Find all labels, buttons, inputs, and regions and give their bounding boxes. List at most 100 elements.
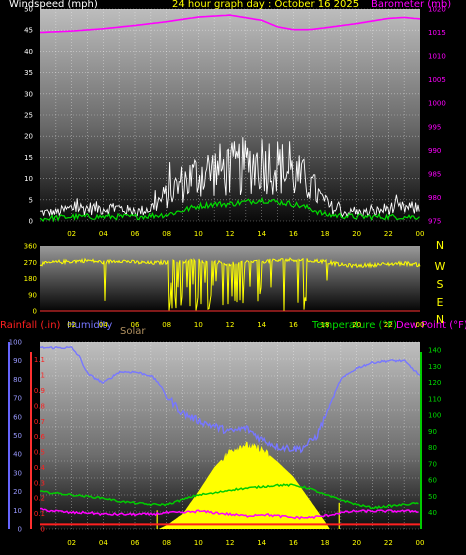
wind-y-tick-label: 35 [24, 69, 33, 77]
wind-y-tick-label: 10 [24, 175, 33, 183]
direction-x-tick-label: 20 [352, 321, 361, 329]
climate-x-tick-label: 10 [194, 539, 203, 547]
direction-x-tick-label: 02 [67, 321, 76, 329]
wind-x-tick-label: 18 [321, 230, 330, 238]
wind-x-tick-label: 06 [131, 230, 140, 238]
wind-x-tick-label: 12 [226, 230, 235, 238]
temperature-y-tick-label: 110 [428, 395, 441, 403]
humidity-series-line [39, 345, 421, 454]
wind-x-tick-label: 00 [416, 230, 425, 238]
barometer-y-tick-label: 1000 [428, 100, 446, 108]
climate-x-tick-label: 00 [416, 539, 425, 547]
direction-x-tick-label: 10 [194, 321, 203, 329]
compass-label: N [436, 313, 444, 326]
wind-x-tick-label: 20 [352, 230, 361, 238]
compass-label: S [437, 278, 444, 291]
direction-series-line [39, 257, 421, 311]
direction-x-tick-label: 06 [131, 321, 140, 329]
barometer-y-tick-label: 1010 [428, 53, 446, 61]
wind-x-tick-label: 22 [384, 230, 393, 238]
climate-x-tick-label: 02 [67, 539, 76, 547]
temperature-y-tick-label: 80 [428, 444, 437, 452]
wind-x-tick-label: 14 [257, 230, 266, 238]
climate-x-tick-label: 20 [352, 539, 361, 547]
wind-y-tick-label: 0 [29, 218, 33, 226]
direction-x-tick-label: 08 [162, 321, 171, 329]
wind-average-series-line [39, 196, 420, 223]
direction-y-tick-label: 90 [28, 291, 37, 299]
compass-label: N [436, 239, 444, 252]
wind-y-tick-label: 45 [24, 27, 33, 35]
humidity-y-tick-label: 0 [18, 526, 22, 534]
rain-y-tick-label: 0.2 [34, 495, 45, 503]
chart-title: 24 hour graph day : October 16 2025 [172, 0, 360, 10]
rain-y-tick-label: 0.3 [34, 479, 45, 487]
windspeed-series-line [39, 137, 420, 218]
windspeed-label: Windspeed (mph) [9, 0, 98, 10]
temperature-y-tick-label: 50 [428, 493, 437, 501]
barometer-y-tick-label: 1020 [428, 6, 446, 14]
barometer-y-tick-label: 975 [428, 218, 441, 226]
rain-y-tick-label: 1.1 [34, 356, 45, 364]
wind-x-tick-label: 16 [289, 230, 298, 238]
climate-x-tick-label: 04 [99, 539, 108, 547]
dewpoint-series-line [39, 507, 419, 520]
climate-x-tick-label: 12 [226, 539, 235, 547]
rain-y-tick-label: 0.9 [34, 387, 45, 395]
compass-label: E [437, 296, 444, 309]
barometer-y-tick-label: 980 [428, 194, 441, 202]
humidity-y-tick-label: 80 [13, 376, 22, 384]
wind-y-tick-label: 25 [24, 112, 33, 120]
climate-x-tick-label: 16 [289, 539, 298, 547]
wind-y-tick-label: 50 [24, 6, 33, 14]
humidity-y-tick-label: 60 [13, 413, 22, 421]
direction-x-tick-label: 18 [321, 321, 330, 329]
humidity-y-tick-label: 20 [13, 488, 22, 496]
temperature-y-tick-label: 100 [428, 412, 441, 420]
wind-y-tick-label: 40 [24, 48, 33, 56]
temperature-series-line [39, 483, 419, 510]
temperature-y-tick-label: 40 [428, 509, 437, 517]
wind-y-tick-label: 5 [29, 196, 33, 204]
climate-x-tick-label: 08 [162, 539, 171, 547]
direction-x-tick-label: 16 [289, 321, 298, 329]
barometer-series-line [39, 14, 421, 34]
barometer-y-tick-label: 995 [428, 123, 441, 131]
wind-x-tick-label: 08 [162, 230, 171, 238]
rain-y-tick-label: 0.6 [34, 433, 46, 441]
rain-y-tick-label: 0 [41, 526, 45, 534]
temperature-y-tick-label: 70 [428, 460, 437, 468]
direction-x-tick-label: 00 [416, 321, 425, 329]
temperature-y-tick-label: 140 [428, 347, 441, 355]
climate-x-tick-label: 22 [384, 539, 393, 547]
rain-y-tick-label: 0.1 [34, 510, 45, 518]
temperature-y-tick-label: 90 [428, 428, 437, 436]
temperature-label: Temperature (°F) [312, 320, 398, 331]
rain-y-tick-label: 0.4 [34, 464, 46, 472]
humidity-y-tick-label: 50 [13, 432, 22, 440]
direction-x-tick-label: 12 [226, 321, 235, 329]
barometer-y-tick-label: 1005 [428, 76, 446, 84]
direction-y-tick-label: 180 [24, 275, 37, 283]
humidity-y-tick-label: 70 [13, 395, 22, 403]
rainfall-label: Rainfall (.in) [0, 320, 61, 331]
direction-y-tick-label: 360 [24, 243, 37, 251]
wind-y-tick-label: 15 [24, 154, 33, 162]
direction-x-tick-label: 14 [257, 321, 266, 329]
direction-x-tick-label: 04 [99, 321, 108, 329]
wind-x-tick-label: 02 [67, 230, 76, 238]
humidity-y-tick-label: 40 [13, 451, 22, 459]
barometer-y-tick-label: 990 [428, 147, 441, 155]
solar-series-area [158, 441, 330, 529]
direction-plot-area [40, 246, 420, 311]
temperature-y-tick-label: 130 [428, 363, 441, 371]
dewpoint-label: Dew Point (°F) [396, 320, 466, 331]
rain-y-tick-label: 0.8 [34, 402, 45, 410]
direction-x-tick-label: 22 [384, 321, 393, 329]
humidity-y-tick-label: 90 [13, 357, 22, 365]
wind-y-tick-label: 20 [24, 133, 33, 141]
barometer-y-tick-label: 985 [428, 170, 441, 178]
humidity-y-tick-label: 10 [13, 507, 22, 515]
